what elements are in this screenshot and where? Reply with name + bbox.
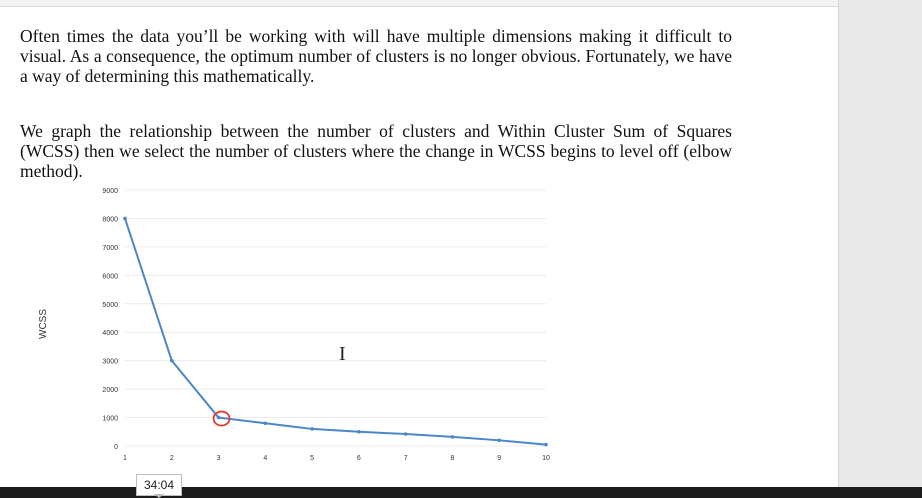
x-tick-label: 3 — [217, 455, 221, 462]
ribbon-strip — [0, 0, 838, 7]
chart-grid — [125, 189, 546, 447]
data-point — [403, 432, 408, 436]
wcss-elbow-chart: 0 1000 2000 3000 4000 5000 6000 7000 8000 9000 1 2… — [38, 188, 550, 462]
x-tick-label: 2 — [170, 455, 174, 462]
data-point — [310, 427, 314, 431]
y-tick-label: 7000 — [102, 245, 118, 252]
x-tick-label: 6 — [357, 455, 361, 462]
y-tick-labels: 0 1000 2000 3000 4000 5000 6000 7000 8000 9000 — [102, 188, 118, 451]
series-line — [124, 218, 547, 446]
y-tick-label: 0 — [114, 444, 118, 451]
data-point — [169, 358, 174, 363]
elbow-highlight-circle — [212, 410, 231, 427]
paragraph-elbow-method: We graph the relationship between the nu… — [20, 120, 732, 181]
timestamp-pointer-icon — [154, 494, 164, 498]
data-point — [123, 216, 127, 221]
data-point — [450, 435, 455, 439]
x-tick-labels: 1 2 3 4 5 6 7 8 9 10 — [123, 455, 550, 462]
series-points — [123, 216, 548, 447]
y-tick-label: 2000 — [102, 387, 118, 394]
data-point — [263, 421, 268, 426]
x-tick-label: 5 — [310, 455, 314, 462]
y-tick-label: 1000 — [102, 416, 118, 423]
y-tick-label: 6000 — [102, 273, 118, 280]
right-gutter — [838, 0, 922, 498]
video-controls-bar[interactable] — [0, 487, 922, 498]
x-tick-label: 8 — [450, 455, 454, 462]
x-tick-label: 7 — [404, 455, 408, 462]
y-tick-label: 4000 — [102, 330, 118, 337]
data-point — [497, 438, 502, 443]
series-wcss — [124, 218, 547, 446]
x-tick-label: 9 — [497, 455, 501, 462]
x-tick-label: 4 — [263, 455, 267, 462]
video-timestamp: 34:04 — [136, 474, 182, 496]
y-axis-label: WCSS — [38, 309, 49, 339]
y-tick-label: 3000 — [102, 359, 118, 366]
data-point — [357, 429, 361, 434]
data-point — [544, 442, 548, 447]
data-point — [216, 415, 221, 420]
text-cursor-icon: I — [339, 343, 346, 365]
y-tick-label: 8000 — [102, 216, 118, 223]
x-tick-label: 10 — [542, 455, 550, 462]
x-tick-label: 1 — [123, 455, 127, 462]
document-page: Often times the data you’ll be working w… — [0, 0, 838, 498]
paragraph-intro: Often times the data you’ll be working w… — [20, 25, 732, 86]
y-tick-label: 5000 — [102, 302, 118, 309]
y-tick-label: 9000 — [102, 188, 118, 195]
